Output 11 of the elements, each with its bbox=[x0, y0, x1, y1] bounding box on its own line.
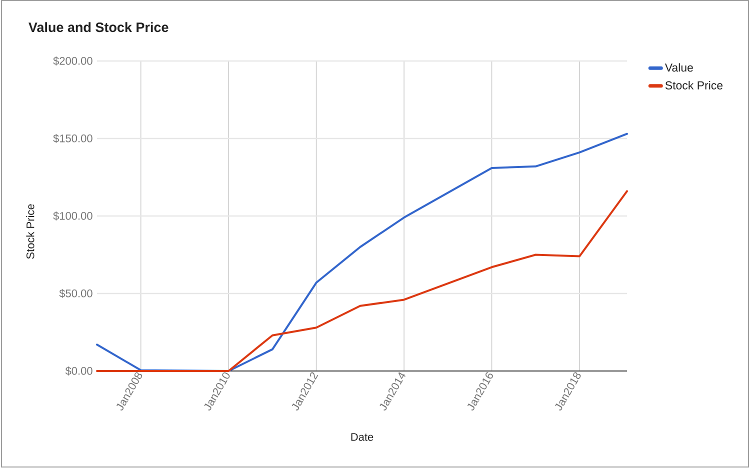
legend-label: Stock Price bbox=[665, 81, 723, 90]
x-axis-title: Date bbox=[351, 433, 374, 441]
y-tick-label: $100.00 bbox=[53, 212, 92, 220]
y-tick-label: $50.00 bbox=[59, 289, 92, 298]
chart-title: Value and Stock Price bbox=[28, 22, 168, 32]
y-tick-label: $150.00 bbox=[53, 134, 92, 143]
y-tick-label: $0.00 bbox=[65, 366, 92, 376]
legend-label: Value bbox=[664, 63, 693, 72]
y-axis-title: Stock Price bbox=[26, 204, 34, 259]
y-tick-label: $200.00 bbox=[53, 56, 92, 66]
line-series bbox=[96, 132, 628, 372]
